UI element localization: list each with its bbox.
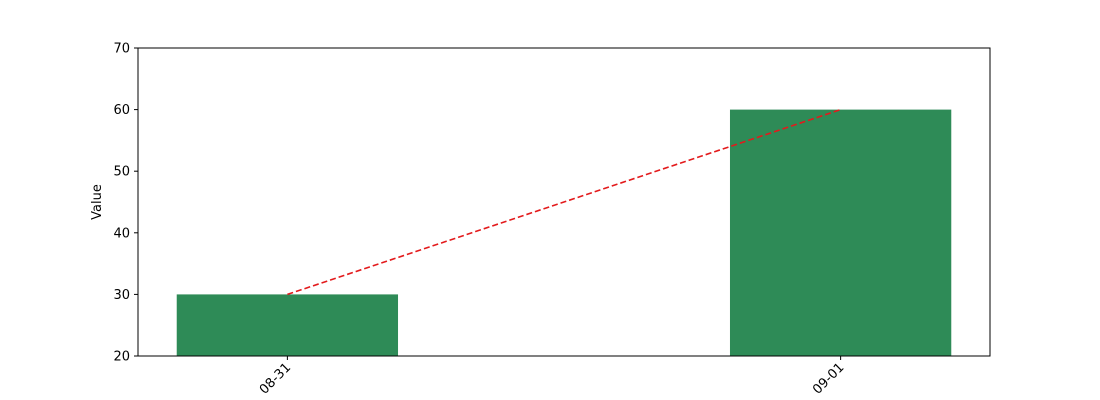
plot-frame [137,47,991,357]
y-axis: 20 30 40 50 60 70 [113,42,138,365]
x-axis: 08-31 09-01 [257,356,847,398]
y-tick-label: 70 [113,42,130,57]
y-tick-label: 40 [113,226,130,241]
x-tick-label: 09-01 [810,360,847,397]
x-tick-label: 08-31 [257,360,294,397]
y-tick-label: 30 [113,288,130,303]
bars-layer [176,109,952,356]
bar-09-01 [729,109,952,356]
y-tick-label: 20 [113,350,130,365]
y-tick-label: 50 [113,165,130,180]
y-tick-label: 60 [113,103,130,118]
bar-08-31 [176,294,399,356]
trend-line [287,108,841,296]
trend-line-layer [287,108,841,296]
y-axis-label: Value [90,184,105,220]
